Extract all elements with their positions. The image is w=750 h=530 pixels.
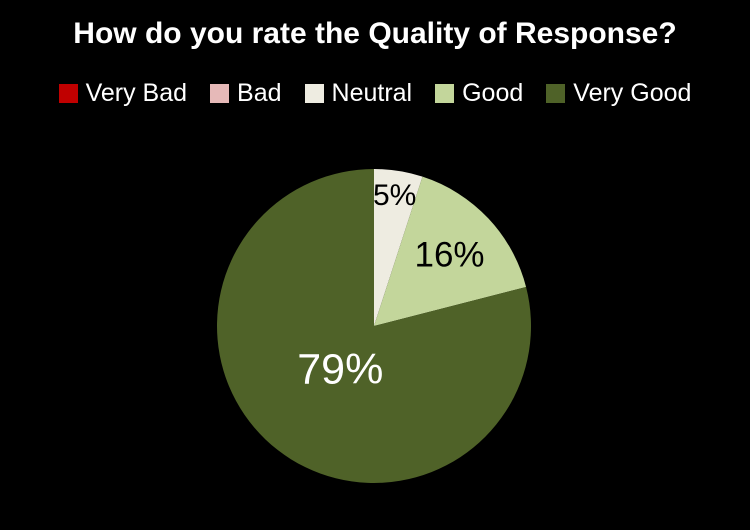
pie-label-very-good: 79% <box>297 345 383 393</box>
chart-title: How do you rate the Quality of Response? <box>73 17 677 50</box>
legend-item-good: Good <box>435 81 523 106</box>
legend-swatch-bad <box>210 84 230 103</box>
legend-swatch-very-bad <box>58 84 78 103</box>
pie-label-good: 16% <box>415 236 485 275</box>
legend-label-neutral: Neutral <box>331 79 413 107</box>
chart-legend: Very Bad Bad Neutral Good Very Good <box>0 81 750 106</box>
pie-slice-neutral <box>374 169 423 326</box>
legend-item-neutral: Neutral <box>304 79 413 107</box>
legend-label-good: Good <box>462 79 524 107</box>
legend-label-very-good: Very Good <box>573 79 692 107</box>
pie-label-neutral: 5% <box>373 179 416 212</box>
legend-swatch-very-good <box>546 84 566 103</box>
legend-item-very-good: Very Good <box>546 81 691 106</box>
pie-chart: 5% 16% 79% <box>217 169 532 483</box>
pie-slice-very-good <box>217 169 532 483</box>
pie-slice-good <box>374 176 527 326</box>
legend-swatch-good <box>435 84 455 103</box>
pie-labels: 5% 16% 79% <box>297 179 484 393</box>
legend-item-very-bad: Very Bad <box>58 79 188 107</box>
legend-label-bad: Bad <box>237 79 282 107</box>
legend-label-very-bad: Very Bad <box>85 79 188 107</box>
pie-slices <box>217 169 532 483</box>
legend-swatch-neutral <box>304 84 324 103</box>
legend-item-bad: Bad <box>210 79 282 107</box>
